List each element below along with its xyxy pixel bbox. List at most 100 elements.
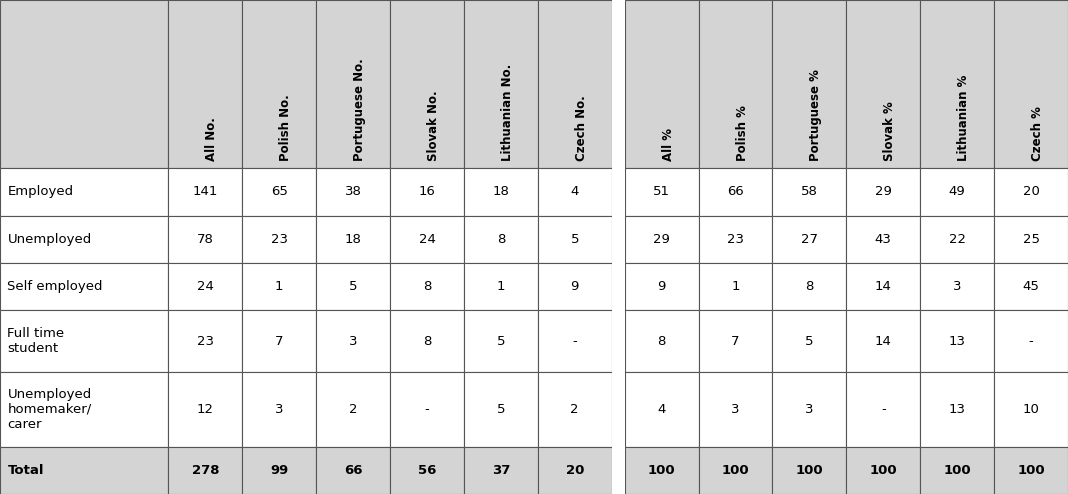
Bar [242, 372, 316, 447]
Text: Polish %: Polish % [736, 105, 749, 161]
Text: 100: 100 [796, 464, 823, 477]
Text: 278: 278 [191, 464, 219, 477]
Bar [846, 168, 921, 215]
Bar [846, 263, 921, 310]
Bar [390, 447, 464, 494]
Text: 78: 78 [197, 233, 214, 246]
Bar [921, 0, 994, 168]
Text: -: - [572, 334, 577, 348]
Text: 1: 1 [732, 280, 740, 293]
Text: 100: 100 [722, 464, 750, 477]
Text: 100: 100 [648, 464, 675, 477]
Text: 7: 7 [732, 334, 740, 348]
Bar [169, 168, 242, 215]
Bar [772, 447, 846, 494]
Text: 66: 66 [727, 185, 744, 199]
Bar [538, 215, 612, 263]
Text: 4: 4 [570, 185, 579, 199]
Bar [390, 263, 464, 310]
Bar [464, 263, 538, 310]
Text: Unemployed: Unemployed [7, 233, 92, 246]
Text: 5: 5 [570, 233, 579, 246]
Bar [0, 310, 169, 372]
Bar [169, 372, 242, 447]
Text: 8: 8 [805, 280, 814, 293]
Text: 56: 56 [418, 464, 436, 477]
Text: 29: 29 [875, 185, 892, 199]
Text: 25: 25 [1022, 233, 1039, 246]
Bar [464, 310, 538, 372]
Text: 45: 45 [1023, 280, 1039, 293]
Text: 65: 65 [271, 185, 287, 199]
Text: Employed: Employed [7, 185, 74, 199]
Text: 3: 3 [274, 403, 283, 416]
Text: 20: 20 [566, 464, 584, 477]
Text: Lithuanian %: Lithuanian % [957, 75, 970, 161]
Text: -: - [1028, 334, 1034, 348]
Bar [316, 310, 390, 372]
Text: 14: 14 [875, 334, 892, 348]
Bar [464, 215, 538, 263]
Text: 141: 141 [192, 185, 218, 199]
Bar [921, 215, 994, 263]
Text: 12: 12 [197, 403, 214, 416]
Text: 5: 5 [497, 403, 505, 416]
Bar [390, 372, 464, 447]
Bar [921, 263, 994, 310]
Text: 51: 51 [654, 185, 670, 199]
Bar [846, 372, 921, 447]
Text: Lithuanian No.: Lithuanian No. [501, 64, 514, 161]
Bar [625, 310, 698, 372]
Bar [994, 310, 1068, 372]
Text: 100: 100 [1017, 464, 1045, 477]
Text: 66: 66 [344, 464, 362, 477]
Bar [464, 372, 538, 447]
Text: -: - [425, 403, 429, 416]
Text: 23: 23 [270, 233, 287, 246]
Bar [242, 310, 316, 372]
Text: 2: 2 [570, 403, 579, 416]
Bar [625, 215, 698, 263]
Bar [625, 168, 698, 215]
Text: 9: 9 [570, 280, 579, 293]
Text: -: - [881, 403, 885, 416]
Text: 24: 24 [419, 233, 436, 246]
Text: 9: 9 [658, 280, 665, 293]
Bar [538, 447, 612, 494]
Text: Portuguese %: Portuguese % [810, 69, 822, 161]
Bar [464, 0, 538, 168]
Text: 5: 5 [805, 334, 814, 348]
Bar [169, 310, 242, 372]
Text: All %: All % [662, 128, 675, 161]
Text: 20: 20 [1023, 185, 1039, 199]
Bar [994, 215, 1068, 263]
Text: 99: 99 [270, 464, 288, 477]
Bar [390, 168, 464, 215]
Bar [538, 0, 612, 168]
Text: 10: 10 [1023, 403, 1039, 416]
Bar [921, 372, 994, 447]
Bar [625, 263, 698, 310]
Bar [169, 215, 242, 263]
Bar [612, 0, 625, 494]
Bar [698, 310, 772, 372]
Text: 8: 8 [658, 334, 665, 348]
Bar [464, 447, 538, 494]
Bar [390, 215, 464, 263]
Bar [625, 447, 698, 494]
Bar [242, 447, 316, 494]
Text: 3: 3 [953, 280, 961, 293]
Bar [538, 310, 612, 372]
Text: 3: 3 [805, 403, 814, 416]
Text: 1: 1 [497, 280, 505, 293]
Bar [316, 372, 390, 447]
Bar [316, 447, 390, 494]
Text: 58: 58 [801, 185, 818, 199]
Bar [242, 168, 316, 215]
Bar [698, 215, 772, 263]
Bar [994, 372, 1068, 447]
Bar [994, 447, 1068, 494]
Text: 2: 2 [349, 403, 358, 416]
Bar [242, 0, 316, 168]
Bar [625, 0, 698, 168]
